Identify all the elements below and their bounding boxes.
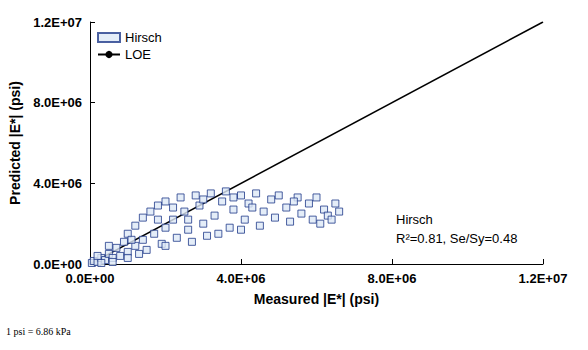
svg-text:1.2E+07: 1.2E+07 bbox=[33, 15, 82, 30]
svg-text:8.0E+06: 8.0E+06 bbox=[368, 271, 417, 286]
svg-text:R²=0.81, Se/Sy=0.48: R²=0.81, Se/Sy=0.48 bbox=[396, 231, 517, 246]
svg-text:Hirsch: Hirsch bbox=[396, 212, 433, 227]
svg-text:Hirsch: Hirsch bbox=[125, 30, 162, 45]
svg-text:LOE: LOE bbox=[125, 47, 151, 62]
svg-text:Measured |E*| (psi): Measured |E*| (psi) bbox=[254, 291, 379, 307]
svg-text:4.0E+06: 4.0E+06 bbox=[217, 271, 266, 286]
svg-text:Predicted |E*| (psi): Predicted |E*| (psi) bbox=[7, 81, 23, 205]
svg-text:8.0E+06: 8.0E+06 bbox=[33, 95, 82, 110]
svg-text:4.0E+06: 4.0E+06 bbox=[33, 176, 82, 191]
svg-text:0.0E+00: 0.0E+00 bbox=[33, 257, 82, 272]
svg-text:1 psi = 6.86 kPa: 1 psi = 6.86 kPa bbox=[6, 326, 71, 337]
svg-text:0.0E+00: 0.0E+00 bbox=[66, 271, 115, 286]
svg-text:1.2E+07: 1.2E+07 bbox=[519, 271, 568, 286]
